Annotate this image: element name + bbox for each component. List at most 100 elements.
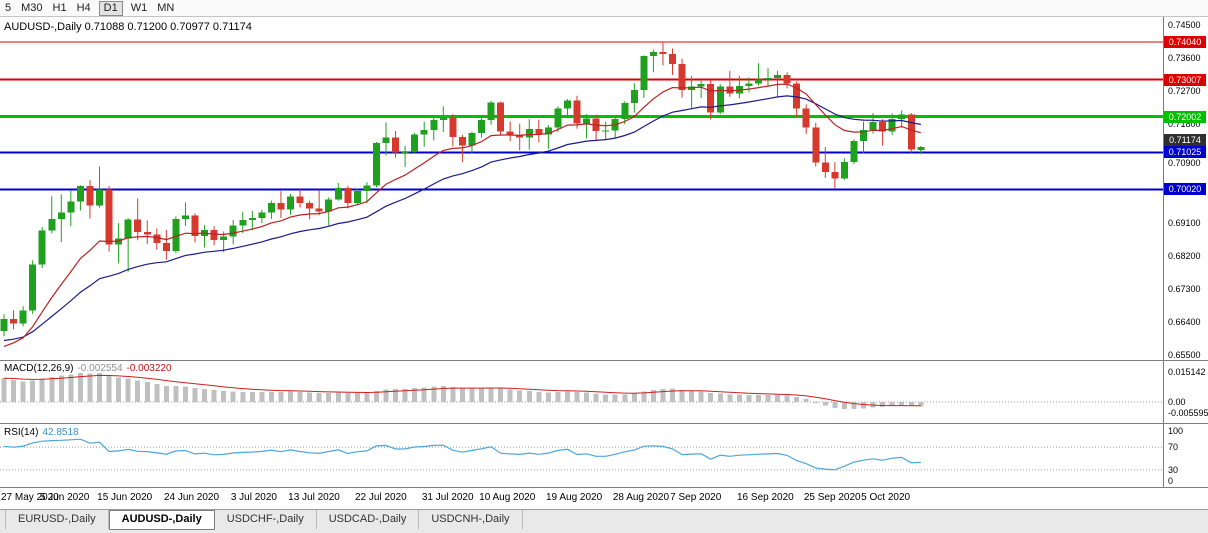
candle bbox=[134, 219, 142, 233]
price-tick: 0.69100 bbox=[1168, 218, 1201, 228]
macd-histogram-bar bbox=[479, 388, 484, 402]
candle bbox=[76, 185, 84, 202]
macd-histogram-bar bbox=[354, 393, 360, 402]
candle bbox=[392, 137, 400, 153]
timeframe-button-5[interactable]: 5 bbox=[5, 1, 12, 14]
tab-usdchf-daily[interactable]: USDCHF-,Daily bbox=[215, 510, 317, 529]
macd-histogram-bar bbox=[221, 391, 227, 402]
price-tick: 0.74500 bbox=[1168, 20, 1201, 30]
macd-histogram-bar bbox=[861, 402, 866, 409]
candle bbox=[840, 162, 848, 179]
candle bbox=[382, 137, 390, 144]
macd-histogram-bar bbox=[192, 387, 198, 402]
candle bbox=[907, 114, 915, 150]
timeframe-button-h1[interactable]: H1 bbox=[52, 1, 67, 14]
candle bbox=[277, 202, 285, 210]
macd-histogram-bar bbox=[727, 394, 733, 402]
macd-histogram-bar bbox=[383, 389, 389, 402]
candle bbox=[172, 218, 180, 252]
date-label: 31 Jul 2020 bbox=[421, 492, 474, 503]
candle bbox=[401, 151, 409, 153]
quote-close: 0.71174 bbox=[212, 21, 252, 33]
candle bbox=[124, 219, 132, 239]
candle bbox=[96, 189, 103, 206]
macd-histogram-bar bbox=[345, 393, 351, 402]
candle bbox=[669, 53, 676, 64]
macd-histogram-bar bbox=[440, 386, 446, 402]
macd-histogram-bar bbox=[555, 391, 561, 402]
candle bbox=[535, 129, 543, 135]
macd-histogram-bar bbox=[889, 402, 895, 407]
macd-histogram-bar bbox=[650, 389, 656, 402]
macd-histogram-bar bbox=[278, 391, 284, 402]
candle bbox=[86, 185, 94, 206]
macd-histogram-bar bbox=[765, 395, 771, 402]
timeframe-button-mn[interactable]: MN bbox=[157, 1, 175, 14]
date-label: 5 Jun 2020 bbox=[39, 492, 90, 503]
candle bbox=[716, 86, 724, 113]
macd-histogram-bar bbox=[641, 391, 647, 402]
macd-histogram-bar bbox=[421, 387, 427, 402]
price-tick: 0.65500 bbox=[1168, 350, 1201, 360]
price-badge-0.71025: 0.71025 bbox=[1164, 146, 1206, 159]
candle bbox=[869, 121, 877, 131]
macd-histogram-bar bbox=[163, 385, 169, 402]
macd-histogram-bar bbox=[507, 389, 513, 402]
candle bbox=[220, 236, 228, 240]
tab-usdcad-daily[interactable]: USDCAD-,Daily bbox=[317, 510, 420, 529]
candle bbox=[210, 229, 218, 240]
candle bbox=[860, 130, 867, 142]
macd-layer bbox=[0, 373, 1163, 409]
date-label: 27 May 2020 bbox=[1, 492, 59, 503]
macd-histogram-bar bbox=[77, 373, 83, 402]
macd-axis-label: -0.005595 bbox=[1168, 408, 1208, 419]
chart-tab-bar: EURUSD-,Daily AUDUSD-,Daily USDCHF-,Daily U… bbox=[0, 509, 1208, 533]
macd-histogram-bar bbox=[230, 391, 236, 402]
candles-layer bbox=[0, 41, 925, 337]
timeframe-button-h4[interactable]: H4 bbox=[76, 1, 91, 14]
quote-symbol: AUDUSD-,Daily bbox=[4, 21, 82, 33]
candle bbox=[420, 130, 428, 135]
price-tick: 0.70900 bbox=[1168, 158, 1201, 168]
candle bbox=[621, 103, 629, 120]
timeframe-button-w1[interactable]: W1 bbox=[130, 1, 148, 14]
macd-histogram-bar bbox=[698, 391, 704, 402]
macd-histogram-bar bbox=[517, 390, 523, 402]
macd-histogram-bar bbox=[564, 391, 570, 402]
candle bbox=[287, 196, 294, 210]
tab-audusd-daily[interactable]: AUDUSD-,Daily bbox=[108, 510, 215, 530]
macd-histogram-bar bbox=[240, 391, 246, 402]
macd-histogram-bar bbox=[841, 402, 847, 409]
macd-histogram-bar bbox=[612, 394, 618, 402]
timeframe-button-m30[interactable]: M30 bbox=[21, 1, 43, 14]
candle bbox=[296, 196, 304, 204]
macd-histogram-bar bbox=[899, 402, 905, 406]
date-label: 22 Jul 2020 bbox=[355, 492, 407, 503]
macd-histogram-bar bbox=[402, 388, 408, 402]
macd-histogram-bar bbox=[880, 402, 886, 408]
tab-usdcnh-daily[interactable]: USDCNH-,Daily bbox=[419, 510, 523, 529]
candle bbox=[879, 121, 887, 132]
candle bbox=[640, 56, 648, 90]
macd-histogram-bar bbox=[393, 389, 399, 402]
macd-histogram-bar bbox=[545, 392, 551, 402]
candle bbox=[707, 84, 715, 113]
date-label: 13 Jul 2020 bbox=[288, 492, 340, 503]
date-label: 10 Aug 2020 bbox=[479, 492, 536, 503]
macd-histogram-bar bbox=[49, 377, 55, 402]
macd-histogram-bar bbox=[30, 380, 36, 402]
rsi-line bbox=[3, 438, 921, 471]
macd-histogram-bar bbox=[154, 383, 160, 402]
tab-eurusd-daily[interactable]: EURUSD-,Daily bbox=[5, 510, 109, 529]
candle bbox=[267, 202, 275, 213]
timeframe-button-d1[interactable]: D1 bbox=[98, 0, 123, 16]
rsi-indicator-label: RSI(14) 42.8518 bbox=[4, 427, 83, 438]
macd-histogram-bar bbox=[68, 374, 74, 402]
macd-histogram-bar bbox=[268, 391, 274, 402]
candle bbox=[754, 79, 762, 84]
candle bbox=[583, 118, 591, 124]
candle bbox=[821, 162, 829, 173]
rsi-layer bbox=[0, 438, 1163, 471]
candle bbox=[57, 212, 65, 219]
